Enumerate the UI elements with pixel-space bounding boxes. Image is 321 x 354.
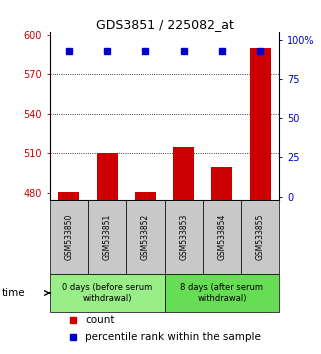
- Bar: [211, 167, 232, 200]
- Bar: [126, 200, 164, 274]
- Bar: [135, 192, 156, 200]
- Title: GDS3851 / 225082_at: GDS3851 / 225082_at: [96, 18, 233, 31]
- Text: GSM533850: GSM533850: [65, 214, 74, 260]
- Bar: [50, 274, 164, 312]
- Text: 0 days (before serum
withdrawal): 0 days (before serum withdrawal): [62, 283, 152, 303]
- Bar: [164, 274, 279, 312]
- Bar: [173, 147, 194, 200]
- Bar: [250, 48, 271, 200]
- Bar: [241, 200, 279, 274]
- Text: GSM533852: GSM533852: [141, 214, 150, 260]
- Text: GSM533851: GSM533851: [103, 214, 112, 260]
- Text: GSM533854: GSM533854: [217, 214, 226, 260]
- Text: 8 days (after serum
withdrawal): 8 days (after serum withdrawal): [180, 283, 264, 303]
- Text: GSM533855: GSM533855: [256, 214, 265, 260]
- Bar: [203, 200, 241, 274]
- Bar: [88, 200, 126, 274]
- Bar: [58, 192, 79, 200]
- Bar: [164, 200, 203, 274]
- Text: percentile rank within the sample: percentile rank within the sample: [85, 332, 261, 342]
- Text: count: count: [85, 315, 115, 325]
- Bar: [50, 200, 88, 274]
- Bar: [97, 154, 118, 200]
- Text: time: time: [2, 288, 25, 298]
- Text: GSM533853: GSM533853: [179, 214, 188, 260]
